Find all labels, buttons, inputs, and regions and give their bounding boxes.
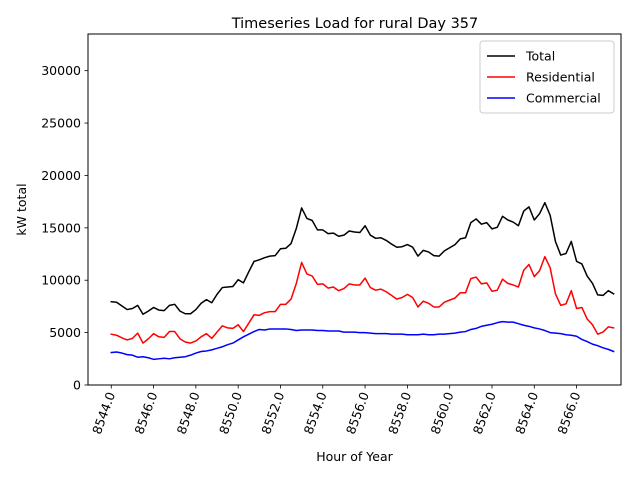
legend-label-commercial: Commercial xyxy=(526,91,601,106)
series-line-total xyxy=(110,201,615,316)
y-tick-label: 0 xyxy=(73,378,81,393)
y-tick-label: 20000 xyxy=(41,168,81,183)
legend-label-total: Total xyxy=(525,49,555,64)
legend: Total Residential Commercial xyxy=(479,40,615,114)
y-tick-label: 15000 xyxy=(41,220,81,235)
y-tick-label: 30000 xyxy=(41,63,81,78)
y-tick-label: 5000 xyxy=(49,325,81,340)
series-line-residential xyxy=(110,255,615,344)
y-tick-label: 10000 xyxy=(41,273,81,288)
series-lines xyxy=(110,201,615,361)
y-tick-label: 25000 xyxy=(41,116,81,131)
x-axis-label: Hour of Year xyxy=(316,449,393,464)
axes-frame xyxy=(87,33,622,386)
legend-label-residential: Residential xyxy=(526,70,595,85)
series-line-commercial xyxy=(110,320,615,361)
legend-box xyxy=(479,40,615,114)
chart-title: Timeseries Load for rural Day 357 xyxy=(231,16,479,32)
y-axis-label: kW total xyxy=(14,183,29,235)
y-axis-ticks: 0 5000 10000 15000 20000 25000 30000 xyxy=(41,63,88,393)
